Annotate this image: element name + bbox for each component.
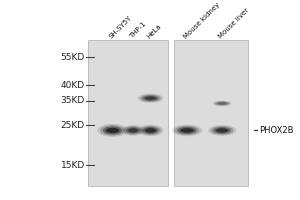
Ellipse shape: [142, 95, 158, 101]
Ellipse shape: [126, 127, 140, 134]
Ellipse shape: [100, 125, 125, 136]
Ellipse shape: [180, 128, 194, 133]
Ellipse shape: [138, 125, 164, 136]
Ellipse shape: [213, 101, 232, 106]
Text: HeLa: HeLa: [146, 23, 163, 40]
Ellipse shape: [145, 128, 156, 133]
Text: 15KD: 15KD: [61, 161, 85, 170]
Ellipse shape: [145, 96, 156, 100]
Ellipse shape: [128, 128, 138, 133]
Text: SH-SY5Y: SH-SY5Y: [108, 15, 133, 40]
Ellipse shape: [208, 125, 236, 136]
Ellipse shape: [138, 94, 164, 103]
Bar: [174, 40, 248, 186]
Ellipse shape: [103, 126, 122, 134]
Ellipse shape: [122, 125, 144, 136]
Text: 55KD: 55KD: [61, 53, 85, 62]
Text: Mouse kidney: Mouse kidney: [183, 2, 221, 40]
Bar: [88, 40, 168, 186]
Text: 25KD: 25KD: [61, 121, 85, 130]
Ellipse shape: [214, 101, 230, 106]
Ellipse shape: [140, 126, 161, 135]
Ellipse shape: [211, 126, 233, 135]
Text: PHOX2B: PHOX2B: [259, 126, 293, 135]
Ellipse shape: [178, 127, 196, 134]
Ellipse shape: [216, 128, 228, 133]
Ellipse shape: [218, 102, 226, 105]
Ellipse shape: [172, 125, 202, 136]
Ellipse shape: [124, 126, 142, 135]
Text: THP-1: THP-1: [129, 21, 148, 40]
Ellipse shape: [216, 102, 228, 105]
Ellipse shape: [213, 127, 231, 134]
Text: 35KD: 35KD: [61, 96, 85, 105]
Ellipse shape: [175, 126, 200, 135]
Text: Mouse liver: Mouse liver: [218, 7, 250, 40]
Ellipse shape: [97, 124, 128, 137]
Ellipse shape: [140, 95, 161, 102]
Text: 40KD: 40KD: [61, 81, 85, 90]
Ellipse shape: [142, 127, 158, 134]
Ellipse shape: [106, 128, 119, 133]
